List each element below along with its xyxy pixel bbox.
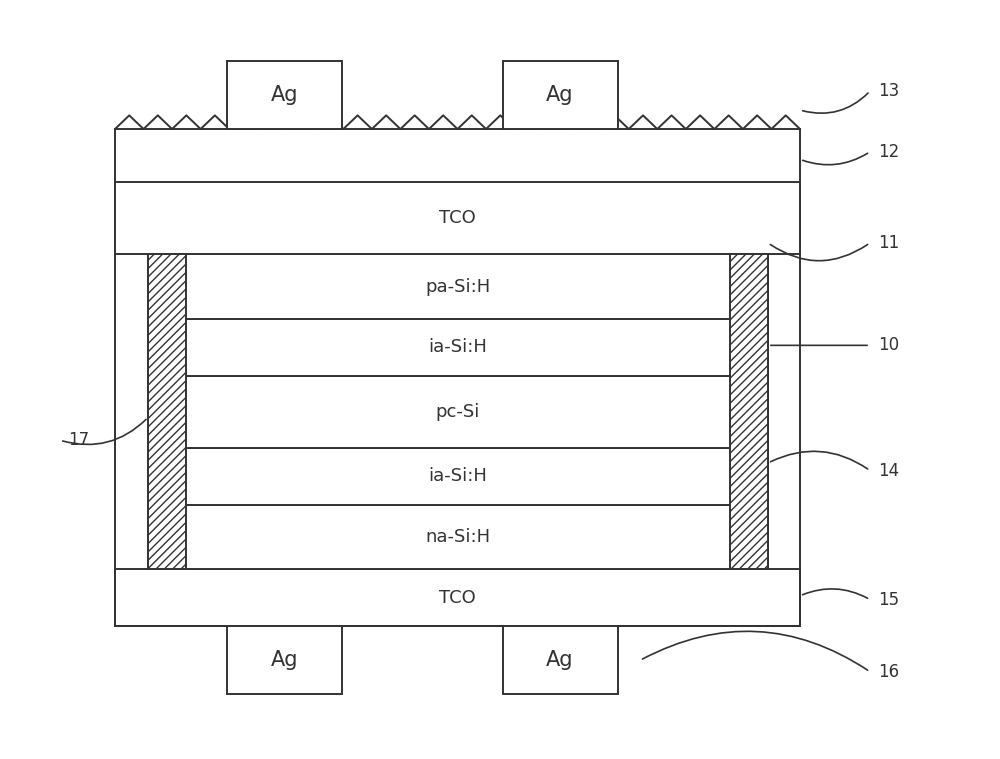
Text: ia-Si:H: ia-Si:H: [429, 468, 487, 485]
Bar: [730, 254, 768, 569]
Text: 15: 15: [878, 591, 899, 609]
Bar: [115, 182, 800, 254]
Text: na-Si:H: na-Si:H: [425, 528, 491, 546]
Bar: [148, 254, 186, 569]
Bar: [148, 319, 768, 376]
Text: ia-Si:H: ia-Si:H: [429, 339, 487, 356]
Bar: [503, 626, 618, 694]
Text: Ag: Ag: [546, 650, 574, 670]
Text: 14: 14: [878, 461, 899, 480]
Text: pa-Si:H: pa-Si:H: [425, 278, 491, 295]
Bar: [227, 61, 342, 129]
Bar: [148, 254, 768, 319]
Bar: [148, 505, 768, 569]
Text: 12: 12: [878, 143, 899, 161]
Bar: [503, 61, 618, 129]
Text: 13: 13: [878, 82, 899, 100]
Bar: [115, 569, 800, 626]
Text: TCO: TCO: [439, 209, 476, 227]
Text: 17: 17: [68, 431, 89, 449]
Text: Ag: Ag: [271, 85, 299, 105]
Text: pc-Si: pc-Si: [436, 403, 480, 420]
Text: 11: 11: [878, 234, 899, 252]
Text: TCO: TCO: [439, 589, 476, 606]
Text: 16: 16: [878, 663, 899, 681]
Bar: [227, 626, 342, 694]
Text: Ag: Ag: [271, 650, 299, 670]
Bar: [148, 448, 768, 505]
Bar: [148, 376, 768, 448]
Text: 10: 10: [878, 336, 899, 354]
Text: Ag: Ag: [546, 85, 574, 105]
